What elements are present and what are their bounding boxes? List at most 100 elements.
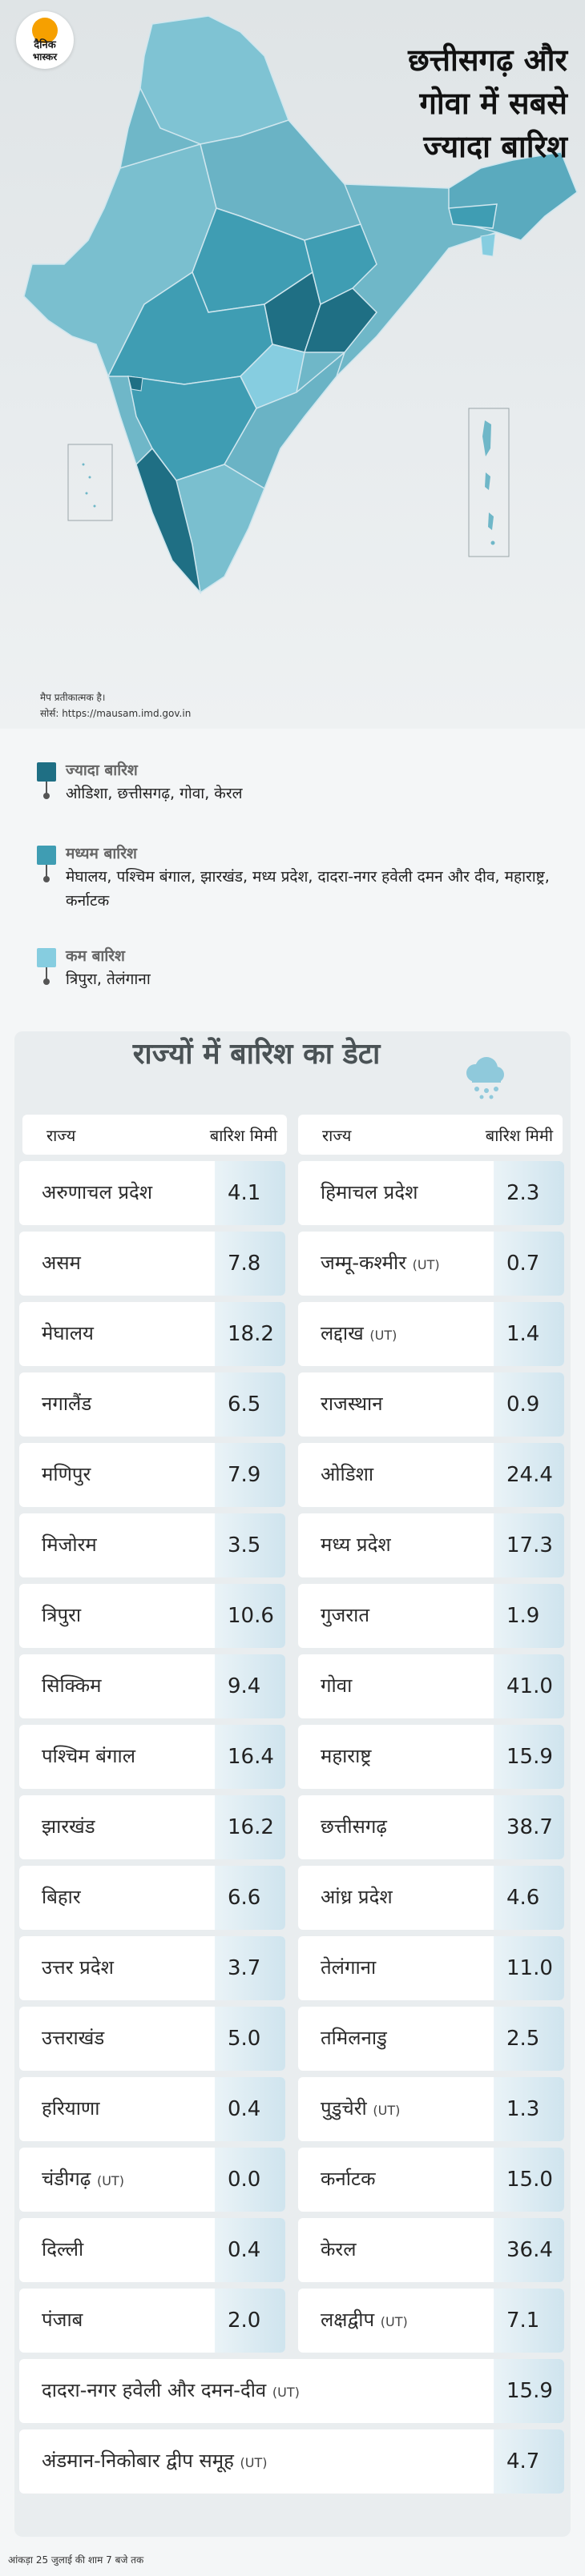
legend-pin-dot: [43, 979, 50, 985]
table-title: राज्यों में बारिश का डेटा: [132, 1038, 381, 1071]
state-name: केरल: [321, 2236, 357, 2262]
state-name: तेलंगाना: [321, 1954, 376, 1980]
table-row: तमिलनाडु 2.5: [298, 2007, 564, 2071]
rainfall-value: 2.0: [215, 2289, 285, 2353]
state-name: महाराष्ट्र: [321, 1742, 371, 1769]
rainfall-value: 9.4: [215, 1654, 285, 1718]
legend-pin: [46, 782, 47, 794]
state-name-text: दादरा-नगर हवेली और दमन-दीव: [42, 2379, 267, 2401]
table-row: राजस्थान 0.9: [298, 1372, 564, 1437]
table-row: सिक्किम 9.4: [19, 1654, 285, 1718]
state-name-text: मेघालय: [42, 1322, 94, 1344]
union-territory-tag: (UT): [240, 2455, 268, 2470]
headline-line: गोवा में सबसे: [419, 86, 567, 121]
state-name-text: हिमाचल प्रदेश: [321, 1181, 418, 1204]
state-name: आंध्र प्रदेश: [321, 1883, 393, 1910]
union-territory-tag: (UT): [373, 2103, 401, 2118]
rainfall-value: 38.7: [494, 1795, 564, 1859]
rainfall-value: 16.4: [215, 1725, 285, 1789]
state-name-text: बिहार: [42, 1886, 81, 1908]
state-name-text: जम्मू-कश्मीर: [321, 1252, 407, 1274]
state-name-text: सिक्किम: [42, 1674, 102, 1697]
table-row: अरुणाचल प्रदेश 4.1: [19, 1161, 285, 1225]
state-name: दिल्ली: [42, 2236, 83, 2262]
state-name-text: तेलंगाना: [321, 1956, 377, 1979]
table-row: मध्य प्रदेश 17.3: [298, 1513, 564, 1577]
state-name: चंडीगढ़ (UT): [42, 2165, 124, 2192]
odisha-shape: [303, 287, 378, 353]
state-name: सिक्किम: [42, 1672, 102, 1698]
state-name: पंजाब: [42, 2306, 83, 2333]
table-row: पुडुचेरी (UT) 1.3: [298, 2077, 564, 2141]
brand-name-line1: दैनिक: [34, 39, 56, 51]
legend-description: मेघालय, पश्चिम बंगाल, झारखंड, मध्य प्रदे…: [66, 868, 550, 910]
table-row: त्रिपुरा 10.6: [19, 1584, 285, 1648]
state-name-text: असम: [42, 1252, 81, 1274]
state-name-text: झारखंड: [42, 1815, 95, 1838]
state-name-text: उत्तराखंड: [42, 2027, 105, 2049]
state-name: नगालैंड: [42, 1390, 91, 1417]
table-row: हिमाचल प्रदेश 2.3: [298, 1161, 564, 1225]
state-name: कर्नाटक: [321, 2165, 376, 2192]
state-name-text: लक्षद्वीप: [321, 2309, 375, 2331]
state-name: राजस्थान: [321, 1390, 383, 1417]
rainfall-value: 2.3: [494, 1161, 564, 1225]
legend-swatch: [37, 762, 56, 782]
rainfall-value: 7.1: [494, 2289, 564, 2353]
state-name-text: राजस्थान: [321, 1392, 383, 1415]
state-name-text: कर्नाटक: [321, 2168, 376, 2190]
column-header-state: राज्य: [322, 1126, 352, 1145]
india-rainfall-map: [23, 15, 578, 595]
column-header-rain: बारिश मिमी: [209, 1126, 277, 1145]
state-name: उत्तर प्रदेश: [42, 1954, 114, 1980]
state-name-text: त्रिपुरा: [42, 1604, 82, 1626]
state-name: ओडिशा: [321, 1461, 373, 1487]
table-row: लक्षद्वीप (UT) 7.1: [298, 2289, 564, 2353]
table-row: पश्चिम बंगाल 16.4: [19, 1725, 285, 1789]
sun-icon: [32, 18, 58, 43]
state-name: मणिपुर: [42, 1461, 91, 1487]
table-row: छत्तीसगढ़ 38.7: [298, 1795, 564, 1859]
state-name: हिमाचल प्रदेश: [321, 1179, 418, 1205]
headline-line: ज्यादा बारिश: [423, 129, 567, 164]
rainfall-value: 15.9: [494, 2359, 564, 2423]
table-row: झारखंड 16.2: [19, 1795, 285, 1859]
rainfall-value: 7.8: [215, 1232, 285, 1296]
state-name-text: आंध्र प्रदेश: [321, 1886, 393, 1908]
state-name: जम्मू-कश्मीर (UT): [321, 1249, 440, 1276]
column-header-state: राज्य: [46, 1126, 76, 1145]
table-row: गुजरात 1.9: [298, 1584, 564, 1648]
state-name-text: उत्तर प्रदेश: [42, 1956, 114, 1979]
legend-pin-dot: [43, 876, 50, 882]
state-name: पश्चिम बंगाल: [42, 1742, 135, 1769]
state-name-text: मध्य प्रदेश: [321, 1533, 391, 1556]
state-name: झारखंड: [42, 1813, 95, 1839]
table-row: ओडिशा 24.4: [298, 1443, 564, 1507]
state-name: अंडमान-निकोबार द्वीप समूह (UT): [42, 2447, 267, 2474]
table-row: लद्दाख (UT) 1.4: [298, 1302, 564, 1366]
brand-name-line2: भास्कर: [32, 51, 58, 62]
state-name: गुजरात: [321, 1601, 369, 1628]
table-row: चंडीगढ़ (UT) 0.0: [19, 2148, 285, 2212]
state-name-text: गुजरात: [321, 1604, 370, 1626]
rainfall-value: 24.4: [494, 1443, 564, 1507]
table-row: हरियाणा 0.4: [19, 2077, 285, 2141]
state-name-text: केरल: [321, 2238, 357, 2261]
state-name: मध्य प्रदेश: [321, 1531, 391, 1557]
state-name: लद्दाख (UT): [321, 1320, 397, 1346]
kerala-shape: [135, 447, 202, 595]
legend-description: ओडिशा, छत्तीसगढ़, गोवा, केरल: [66, 785, 243, 802]
legend-swatch: [37, 948, 56, 967]
state-name: त्रिपुरा: [42, 1601, 81, 1628]
rainfall-value: 17.3: [494, 1513, 564, 1577]
state-name-text: चंडीगढ़: [42, 2168, 91, 2190]
rainfall-value: 0.4: [215, 2218, 285, 2282]
state-name-text: महाराष्ट्र: [321, 1745, 372, 1767]
rainfall-value: 4.1: [215, 1161, 285, 1225]
rainfall-value: 36.4: [494, 2218, 564, 2282]
rainfall-value: 5.0: [215, 2007, 285, 2071]
table-header-right: राज्य बारिश मिमी: [298, 1115, 563, 1155]
state-name-text: पश्चिम बंगाल: [42, 1745, 135, 1767]
map-disclaimer: मैप प्रतीकात्मक है।: [40, 692, 106, 703]
legend-pin: [46, 865, 47, 878]
